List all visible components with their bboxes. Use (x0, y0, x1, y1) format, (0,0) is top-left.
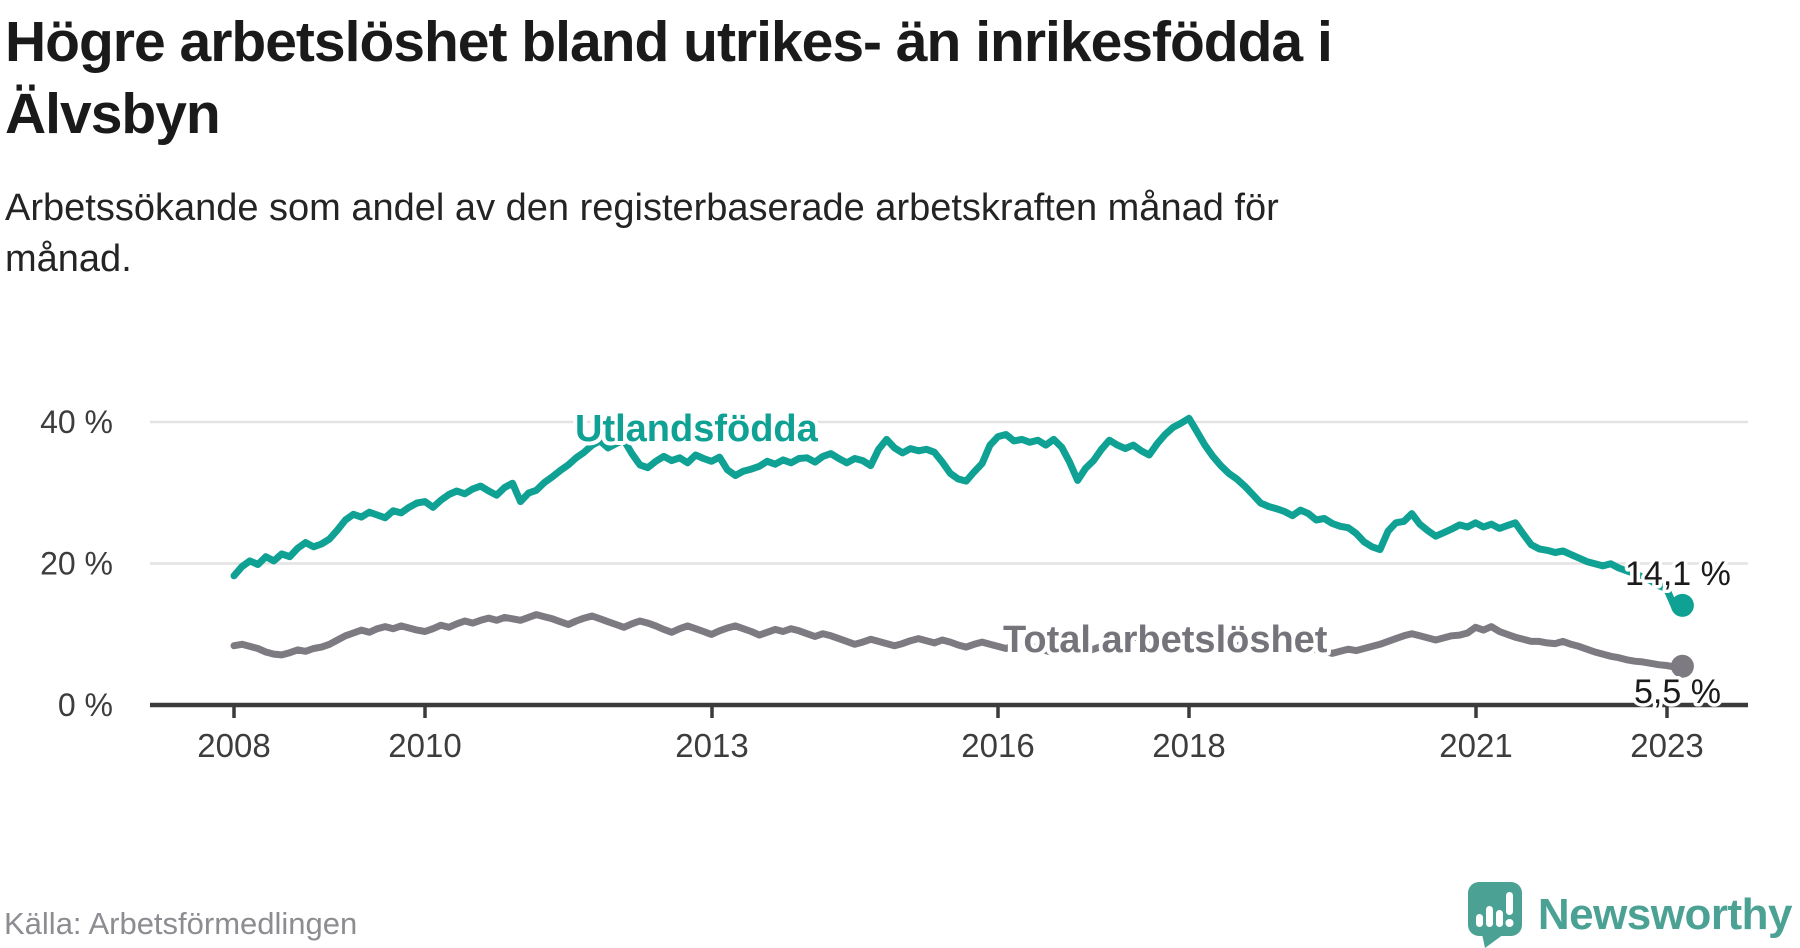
series-group (230, 414, 1694, 678)
x-tick-label-2013: 2013 (675, 727, 748, 764)
x-tick-label-2016: 2016 (961, 727, 1034, 764)
page-title: Högre arbetslöshet bland utrikes- än inr… (5, 10, 1333, 147)
total-line (230, 611, 1686, 671)
chart-subtitle: Arbetssökande som andel av den registerb… (5, 187, 1279, 280)
utlandsfodda-line (230, 414, 1686, 611)
series-label-utlandsfodda: Utlandsfödda (575, 408, 819, 450)
end-value-label-utlandsfodda: 14,1 % (1625, 555, 1731, 593)
x-tick-label-2008: 2008 (197, 727, 270, 764)
series-label-total: Total arbetslöshet (1003, 619, 1328, 661)
y-tick-label-20: 20 % (40, 546, 113, 582)
y-tick-label-40: 40 % (40, 404, 113, 440)
x-tick-label-2018: 2018 (1152, 727, 1225, 764)
newsworthy-wordmark: Newsworthy (1537, 890, 1793, 939)
utlandsfodda-end-dot (1670, 593, 1694, 617)
source-attribution: Källa: Arbetsförmedlingen (4, 906, 358, 941)
newsworthy-logo-icon (1467, 882, 1522, 948)
newsworthy-brand: Newsworthy (1467, 882, 1793, 948)
y-tick-label-0: 0 % (58, 687, 113, 723)
x-tick-label-2010: 2010 (388, 727, 461, 764)
total-end-dot (1670, 654, 1694, 678)
x-tick-label-2021: 2021 (1439, 727, 1512, 764)
x-axis-ticks (232, 705, 1669, 718)
x-tick-label-2023: 2023 (1630, 727, 1703, 764)
end-value-label-total: 5,5 % (1634, 673, 1721, 711)
